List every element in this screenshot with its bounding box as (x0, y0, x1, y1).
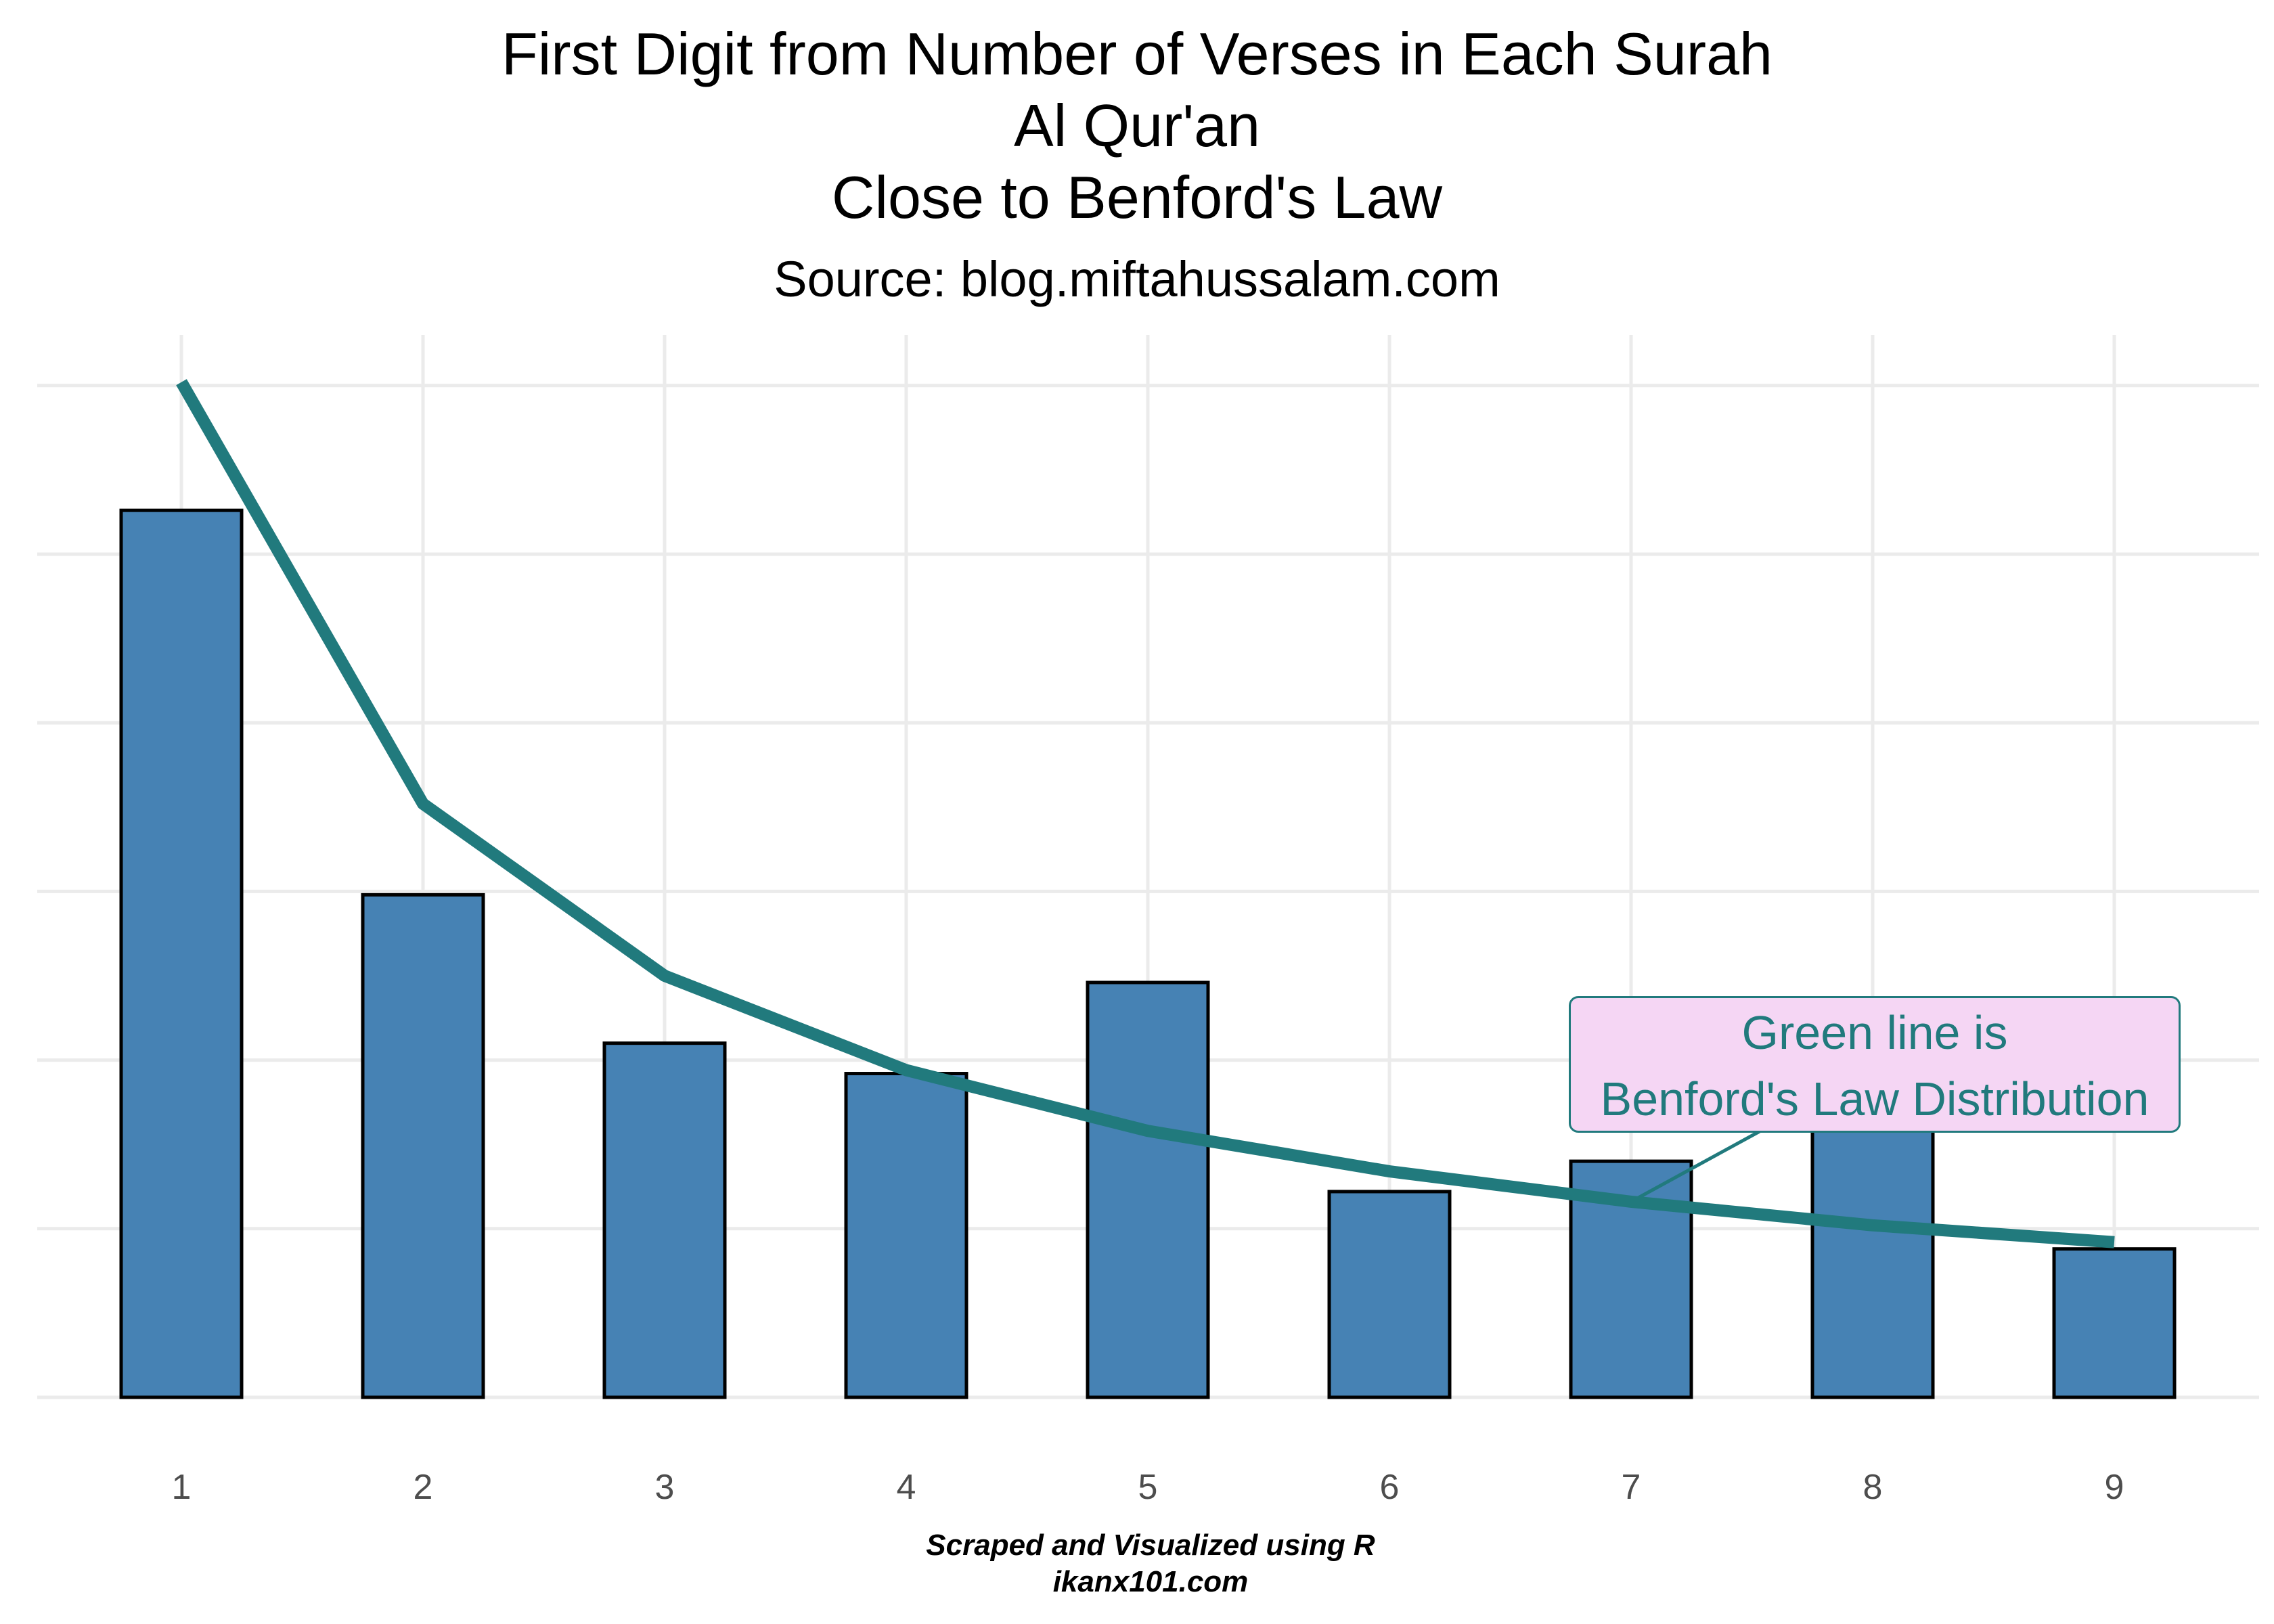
title-line-2: Al Qur'an (1013, 92, 1261, 159)
title-line-3: Close to Benford's Law (831, 164, 1443, 231)
annotation-leader-line (1630, 1129, 1761, 1204)
x-tick-label: 9 (2105, 1468, 2124, 1507)
x-tick-label: 3 (655, 1468, 675, 1507)
x-tick-label: 7 (1622, 1468, 1641, 1507)
caption-line-2: ikanx101.com (1052, 1565, 1249, 1598)
bar-digit-6 (1327, 1190, 1452, 1399)
title-line-1: First Digit from Number of Verses in Eac… (501, 20, 1773, 87)
annotation-box: Green line is Benford's Law Distribution (1569, 996, 2181, 1133)
x-tick-label: 2 (414, 1468, 433, 1507)
x-tick-label: 1 (172, 1468, 192, 1507)
benford-line (176, 379, 2115, 1248)
x-tick-labels: 1 2 3 4 5 6 7 8 9 (172, 1468, 2124, 1507)
annotation-line-1: Green line is (1741, 1006, 2008, 1059)
bar-digit-8 (1810, 1129, 1935, 1399)
bar-digit-9 (2052, 1247, 2177, 1399)
x-tick-label: 6 (1380, 1468, 1400, 1507)
x-tick-label: 4 (897, 1468, 916, 1507)
bar-digit-1 (119, 508, 244, 1399)
bar-digit-2 (361, 893, 485, 1399)
bars (119, 508, 2177, 1399)
bar-digit-5 (1086, 980, 1210, 1399)
x-tick-label: 8 (1863, 1468, 1883, 1507)
caption-line-1: Scraped and Visualized using R (926, 1529, 1375, 1562)
chart-title: First Digit from Number of Verses in Eac… (0, 0, 2274, 233)
bar-digit-4 (844, 1072, 968, 1399)
x-tick-label: 5 (1138, 1468, 1158, 1507)
annotation-line-2: Benford's Law Distribution (1600, 1073, 2149, 1125)
chart-subtitle: Source: blog.miftahussalam.com (774, 251, 1500, 307)
bar-digit-3 (602, 1041, 727, 1399)
